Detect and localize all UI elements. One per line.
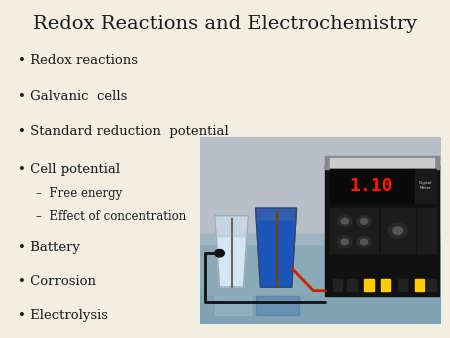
Text: • Standard reduction  potential: • Standard reduction potential [18, 125, 229, 138]
Circle shape [215, 249, 224, 257]
Bar [200, 296, 441, 324]
Bar [364, 280, 373, 291]
Text: • Cell potential: • Cell potential [18, 163, 120, 175]
Circle shape [341, 239, 348, 245]
Bar [414, 280, 424, 291]
Bar [330, 158, 434, 167]
Bar [427, 280, 436, 291]
Circle shape [360, 218, 368, 224]
Bar [325, 165, 439, 296]
Text: • Galvanic  cells: • Galvanic cells [18, 90, 127, 103]
Text: –  Free energy: – Free energy [36, 187, 122, 200]
Text: Digital
Meter: Digital Meter [419, 182, 432, 190]
Text: 1.10: 1.10 [350, 177, 393, 195]
Text: • Electrolysis: • Electrolysis [18, 309, 108, 321]
Bar [200, 236, 441, 324]
Polygon shape [256, 208, 297, 287]
Bar [347, 280, 357, 291]
Bar [200, 137, 441, 240]
Bar [333, 280, 342, 291]
Text: • Battery: • Battery [18, 241, 80, 254]
Bar [414, 280, 424, 291]
Circle shape [341, 218, 348, 224]
Polygon shape [258, 221, 294, 287]
Bar [414, 169, 436, 202]
Text: –  Effect of concentration: – Effect of concentration [36, 210, 186, 223]
Bar [381, 280, 391, 291]
Bar [325, 155, 439, 169]
Circle shape [357, 216, 371, 227]
Circle shape [388, 223, 407, 238]
Circle shape [360, 239, 368, 245]
Text: • Corrosion: • Corrosion [18, 275, 96, 288]
Bar [417, 208, 436, 253]
Circle shape [357, 236, 371, 247]
Polygon shape [218, 238, 245, 287]
Bar [256, 296, 299, 315]
Bar [330, 169, 414, 202]
Bar [381, 208, 414, 253]
Bar [364, 280, 373, 291]
Text: • Redox reactions: • Redox reactions [18, 54, 138, 67]
Bar [330, 208, 378, 253]
Circle shape [338, 216, 352, 227]
Circle shape [393, 227, 402, 235]
Polygon shape [215, 216, 248, 287]
Bar [398, 280, 407, 291]
Bar [200, 235, 441, 244]
Text: Redox Reactions and Electrochemistry: Redox Reactions and Electrochemistry [33, 15, 417, 33]
Circle shape [338, 236, 352, 247]
Bar [381, 280, 391, 291]
Bar [215, 296, 251, 315]
